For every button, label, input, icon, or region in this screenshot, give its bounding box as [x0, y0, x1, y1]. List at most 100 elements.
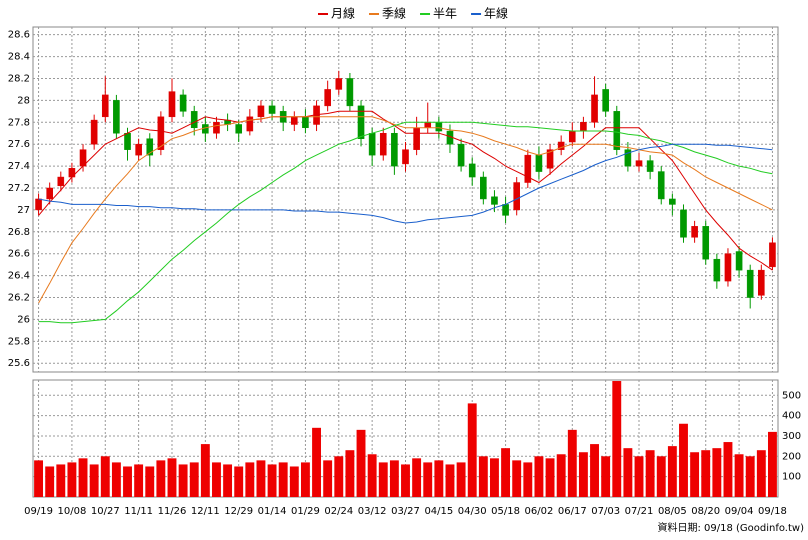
volume-bar	[89, 464, 99, 497]
candle-body	[146, 138, 154, 156]
volume-bar	[434, 460, 444, 497]
y-tick-label: 26	[17, 314, 30, 325]
volume-bar	[312, 427, 321, 497]
candle-body	[157, 116, 165, 150]
candle-body	[624, 149, 632, 167]
y-tick-label: 25.6	[8, 358, 30, 369]
candle-body	[179, 94, 187, 112]
y-tick-label: 26.2	[8, 293, 30, 304]
y2-tick-label: 300	[782, 431, 801, 442]
x-tick-label: 10/27	[91, 506, 120, 517]
volume-bar	[167, 458, 177, 497]
volume-bar	[334, 456, 344, 497]
candle-body	[669, 198, 676, 205]
candle-body	[702, 226, 710, 260]
y-tick-label: 26.8	[8, 227, 30, 238]
volume-bar	[189, 462, 199, 497]
volume-bar	[512, 460, 522, 497]
volume-bar	[690, 452, 700, 497]
x-tick-label: 02/24	[324, 506, 353, 517]
source-note: 資料日期: 09/18 (Goodinfo.tw)	[657, 521, 804, 534]
candle-body	[568, 130, 576, 143]
x-tick-label: 07/03	[591, 506, 620, 517]
candle-body	[46, 187, 53, 200]
y2-tick-label: 500	[782, 390, 801, 401]
volume-bar	[100, 456, 110, 497]
volume-bar	[367, 454, 377, 497]
volume-bar	[578, 452, 588, 497]
x-tick-label: 05/18	[491, 506, 520, 517]
x-tick-label: 06/17	[558, 506, 587, 517]
volume-bar	[389, 460, 399, 497]
candle-body	[402, 149, 409, 165]
x-tick-label: 06/02	[525, 506, 554, 517]
y2-tick-label: 100	[782, 472, 801, 483]
volume-bar	[567, 429, 577, 497]
volume-bar	[178, 464, 188, 497]
candle-body	[368, 132, 376, 156]
candle-body	[135, 143, 142, 156]
candle-body	[324, 89, 331, 107]
y-tick-label: 26.6	[8, 249, 30, 260]
candle-body	[635, 160, 643, 167]
volume-bar	[212, 462, 221, 497]
volume-bar	[467, 403, 477, 497]
volume-bar	[656, 456, 666, 497]
x-tick-label: 09/19	[24, 506, 53, 517]
y-tick-label: 27.8	[8, 117, 30, 128]
y-tick-label: 27.4	[8, 161, 30, 172]
volume-bar	[645, 450, 655, 497]
candle-body	[491, 196, 498, 205]
volume-bar	[234, 466, 244, 497]
volume-bar	[534, 456, 544, 497]
legend-label: 半年	[433, 7, 457, 21]
volume-bar	[123, 466, 132, 497]
candle-body	[391, 132, 398, 167]
candle-body	[513, 182, 521, 211]
volume-bar	[145, 466, 155, 497]
candle-body	[101, 94, 109, 118]
volume-bar	[267, 464, 277, 497]
volume-bar	[289, 466, 299, 497]
candle-body	[546, 149, 554, 169]
candle-body	[413, 127, 420, 150]
volume-bar	[323, 460, 333, 497]
candle-body	[168, 91, 176, 118]
y-tick-label: 27.2	[8, 183, 30, 194]
candle-body	[657, 171, 665, 200]
candle-body	[502, 204, 509, 216]
volume-bar	[300, 462, 310, 497]
x-tick-label: 11/26	[158, 506, 187, 517]
volume-bar	[679, 423, 688, 497]
candle-body	[769, 242, 776, 268]
volume-bar	[623, 448, 633, 497]
volume-bar	[734, 454, 744, 497]
volume-bar	[601, 456, 611, 497]
candle-body	[435, 122, 443, 132]
candle-body	[346, 78, 354, 107]
volume-bar	[712, 448, 722, 497]
candle-body	[602, 89, 609, 112]
ma-line	[38, 121, 773, 324]
legend-label: 年線	[484, 6, 508, 21]
candle-body	[524, 154, 532, 183]
candle-body	[379, 132, 387, 156]
candle-body	[480, 176, 487, 200]
x-tick-label: 03/27	[391, 506, 420, 517]
volume-bar	[545, 458, 555, 497]
x-tick-label: 08/20	[691, 506, 720, 517]
candle-body	[468, 163, 476, 178]
volume-bar	[556, 454, 566, 497]
x-tick-label: 04/15	[424, 506, 453, 517]
candle-body	[713, 258, 721, 282]
candle-body	[535, 154, 543, 172]
candle-body	[580, 122, 587, 132]
volume-bar	[667, 446, 677, 497]
x-tick-label: 01/14	[258, 506, 287, 517]
y-tick-label: 28.4	[8, 52, 30, 63]
candle-body	[124, 132, 131, 150]
x-tick-label: 03/12	[358, 506, 387, 517]
volume-bar	[756, 450, 766, 497]
volume-bar	[56, 464, 66, 497]
volume-bar	[590, 444, 599, 497]
